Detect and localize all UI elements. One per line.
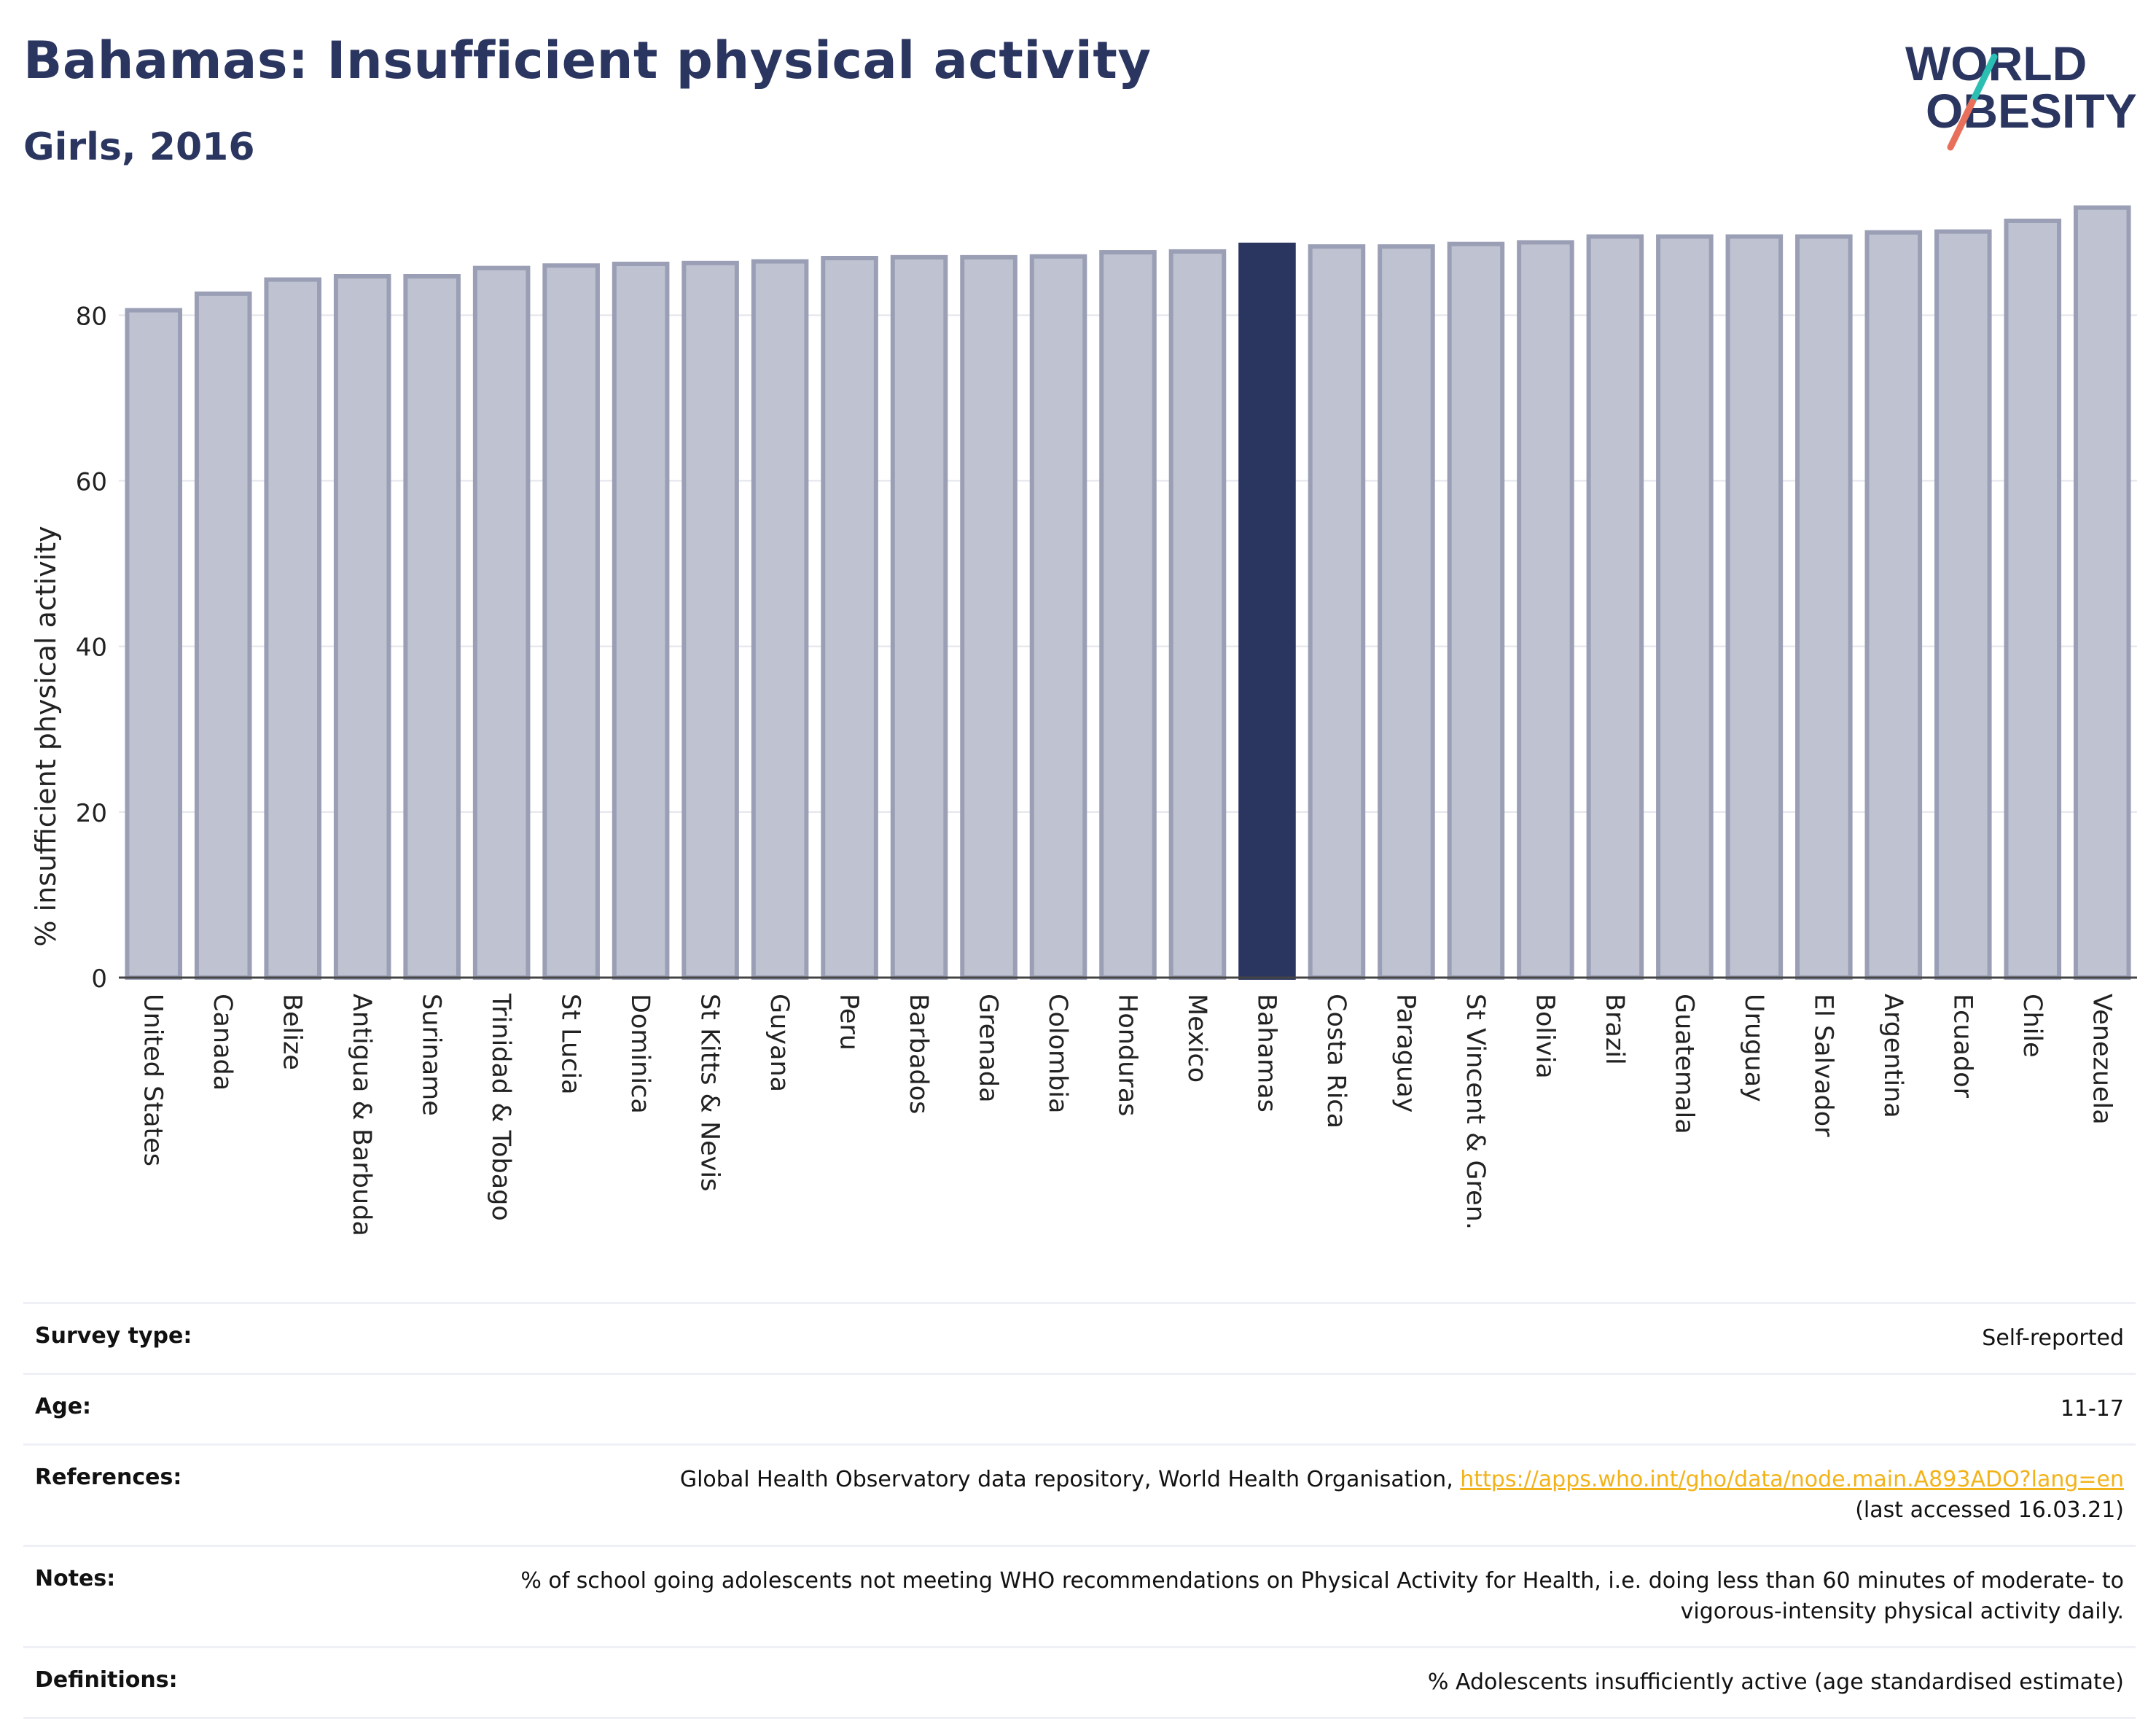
- bar-el-salvador: [1795, 234, 1853, 980]
- bar-dominica: [612, 261, 670, 980]
- bar-costa-rica: [1308, 244, 1366, 980]
- x-tick-label: St Lucia: [556, 994, 585, 1095]
- y-tick-label: 0: [91, 964, 107, 994]
- bar-mexico: [1168, 249, 1227, 980]
- x-tick-label: Guyana: [765, 994, 794, 1092]
- info-row-survey-type: Survey type: Self-reported: [23, 1302, 2136, 1373]
- info-value: 11-17: [2060, 1396, 2124, 1422]
- x-tick-label: Argentina: [1878, 994, 1907, 1118]
- x-tick-label: Bolivia: [1530, 994, 1559, 1079]
- info-key: Definitions:: [35, 1667, 178, 1693]
- bar-uruguay: [1725, 234, 1784, 980]
- bar-chart: 0 20 40 60 80 United States Canada Belize Antigu…: [30, 205, 2137, 1236]
- x-tick-label: Peru: [835, 994, 864, 1050]
- reference-accessed: (last accessed 16.03.21): [1855, 1497, 2124, 1523]
- x-tick-label: Honduras: [1113, 994, 1142, 1116]
- bar-peru: [821, 255, 878, 980]
- x-tick-label: Bahamas: [1251, 994, 1281, 1112]
- bar-st-vincent-gren-: [1447, 241, 1505, 980]
- info-table: Survey type: Self-reported Age: 11-17 Re…: [23, 1302, 2136, 1719]
- bar-st-kitts-nevis: [681, 260, 739, 981]
- y-tick-label: 20: [76, 799, 107, 828]
- x-tick-label: Uruguay: [1739, 994, 1768, 1102]
- x-tick-label: Venezuela: [2087, 994, 2116, 1125]
- world-obesity-logo: WORLD OBESITY: [1895, 29, 2143, 160]
- x-tick-label: Mexico: [1182, 994, 1211, 1083]
- bar-trinidad-tobago: [472, 265, 531, 980]
- x-tick-label: Canada: [208, 994, 237, 1091]
- bar-paraguay: [1378, 244, 1435, 980]
- reference-text: Global Health Observatory data repositor…: [679, 1467, 1461, 1492]
- reference-link[interactable]: https://apps.who.int/gho/data/node.main.…: [1460, 1467, 2124, 1492]
- y-tick-label: 80: [76, 302, 107, 331]
- info-value: Global Health Observatory data repositor…: [680, 1465, 2124, 1526]
- bar-bolivia: [1517, 240, 1574, 980]
- info-key: Age:: [35, 1394, 92, 1419]
- bar-venezuela: [2073, 205, 2131, 980]
- bar-honduras: [1099, 250, 1157, 981]
- chart-title: Bahamas: Insufficient physical activity: [23, 31, 1152, 90]
- logo-slash-top: [1969, 53, 1998, 106]
- x-tick-label: Dominica: [625, 994, 655, 1114]
- logo-graphic: WORLD OBESITY: [1905, 36, 2137, 151]
- info-row-age: Age: 11-17: [23, 1373, 2136, 1443]
- bar-colombia: [1029, 254, 1087, 980]
- y-tick-label: 60: [76, 468, 107, 497]
- bar-united-states: [125, 308, 183, 980]
- x-tick-label: Ecuador: [1948, 994, 1977, 1099]
- bar-guatemala: [1656, 234, 1714, 980]
- x-tick-label: St Vincent & Gren.: [1461, 994, 1490, 1230]
- x-tick-label: Costa Rica: [1321, 994, 1351, 1129]
- info-row-definitions: Definitions: % Adolescents insufficientl…: [23, 1646, 2136, 1719]
- x-tick-label: St Kitts & Nevis: [695, 994, 724, 1191]
- y-tick-label: 40: [76, 634, 107, 663]
- info-key: Survey type:: [35, 1323, 192, 1349]
- bar-suriname: [403, 273, 461, 980]
- x-tick-label: Barbados: [904, 994, 933, 1114]
- x-tick-label: Trinidad & Tobago: [486, 993, 515, 1221]
- chart-subtitle: Girls, 2016: [23, 125, 255, 169]
- x-tick-label: Guatemala: [1669, 994, 1698, 1134]
- x-tick-label: El Salvador: [1808, 994, 1837, 1137]
- info-value: Self-reported: [1982, 1325, 2124, 1351]
- info-value: % Adolescents insufficiently active (age…: [1427, 1669, 2124, 1695]
- info-key: Notes:: [35, 1566, 116, 1591]
- bar-argentina: [1864, 230, 1923, 980]
- x-tick-label: Paraguay: [1391, 994, 1420, 1112]
- bar-st-lucia: [542, 263, 600, 980]
- bar-antigua-barbuda: [333, 273, 391, 980]
- x-tick-label: Antigua & Barbuda: [347, 994, 376, 1236]
- x-tick-label: Belize: [278, 994, 307, 1070]
- bar-ecuador: [1934, 229, 1992, 980]
- logo-slash-bottom: [1947, 98, 1976, 151]
- x-tick-label: Chile: [2018, 994, 2047, 1058]
- bar-belize: [264, 277, 321, 980]
- bar-bahamas: [1238, 242, 1296, 981]
- info-row-notes: Notes: % of school going adolescents not…: [23, 1545, 2136, 1646]
- x-tick-label: Brazil: [1600, 994, 1629, 1065]
- bar-canada: [194, 291, 252, 980]
- x-tick-label: United States: [138, 994, 168, 1166]
- info-key: References:: [35, 1465, 182, 1490]
- bar-chile: [2004, 218, 2062, 980]
- logo-line1: WORLD: [1905, 36, 2087, 90]
- y-axis-label: % insufficient physical activity: [30, 526, 62, 946]
- x-tick-label: Suriname: [417, 994, 446, 1116]
- bar-grenada: [960, 254, 1018, 980]
- info-value: % of school going adolescents not meetin…: [520, 1568, 2124, 1624]
- x-tick-label: Colombia: [1043, 994, 1072, 1113]
- axis-layer: 0 20 40 60 80 United States Canada Belize Antigu…: [76, 302, 2137, 1236]
- bar-barbados: [890, 254, 948, 980]
- bar-layer: [125, 205, 2131, 981]
- bar-guyana: [751, 259, 809, 980]
- x-tick-label: Grenada: [974, 994, 1003, 1103]
- info-row-references: References: Global Health Observatory da…: [23, 1443, 2136, 1545]
- bar-brazil: [1586, 234, 1644, 980]
